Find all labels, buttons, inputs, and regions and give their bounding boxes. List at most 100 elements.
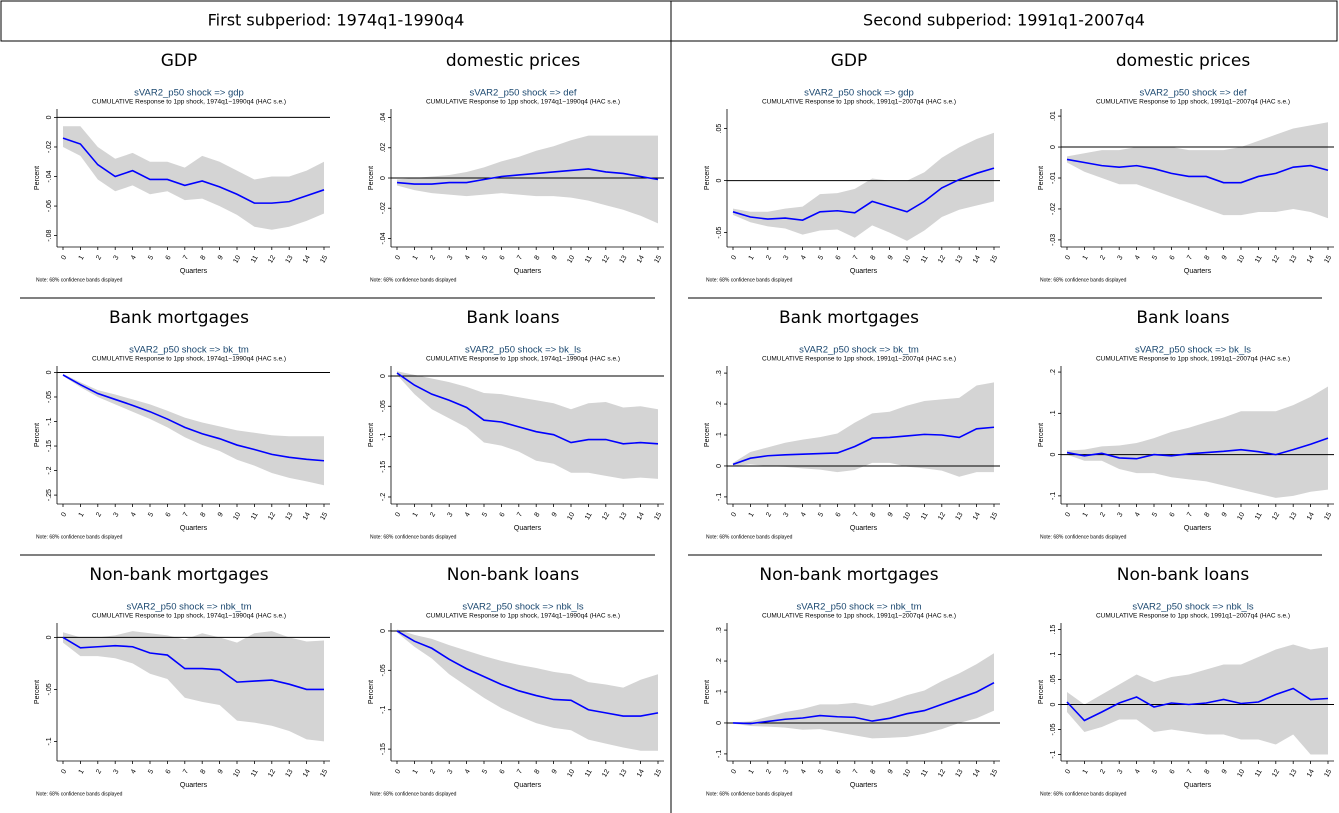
panel-heading: Bank mortgages [779,308,919,328]
y-axis-label: Percent [704,680,711,704]
x-tick-label: 1 [748,768,756,775]
y-tick-label: .05 [1050,675,1057,685]
y-tick-label: .2 [716,401,723,407]
y-tick-label: -.04 [46,170,53,182]
x-tick-label: 11 [920,254,930,264]
x-tick-label: 1 [78,511,86,518]
x-tick-label: 7 [1186,254,1194,261]
y-tick-label: -.01 [1050,172,1057,184]
x-tick-label: 8 [1204,511,1212,518]
x-tick-label: 0 [730,511,738,518]
x-tick-label: 0 [60,254,68,261]
x-tick-label: 11 [584,768,594,778]
x-tick-label: 11 [250,511,260,521]
x-tick-label: 14 [972,768,982,778]
x-tick-label: 9 [1221,254,1229,261]
x-tick-label: 5 [147,768,155,775]
x-axis-label: Quarters [514,525,542,532]
y-axis-label: Percent [368,680,375,704]
note: Note: 68% confidence bands displayed [36,534,123,540]
x-tick-label: 3 [447,768,455,775]
panel-heading: domestic prices [446,51,581,71]
x-tick-label: 4 [1134,768,1142,775]
x-tick-label: 2 [95,768,103,775]
x-tick-label: 8 [200,254,208,261]
panel-heading: GDP [831,51,868,71]
x-tick-label: 14 [636,768,646,778]
x-tick-label: 7 [182,254,190,261]
x-tick-label: 6 [1169,768,1177,775]
x-tick-label: 4 [130,768,138,775]
x-tick-label: 8 [1204,768,1212,775]
x-tick-label: 15 [653,254,663,264]
x-tick-label: 2 [765,768,773,775]
x-tick-label: 2 [95,511,103,518]
chart-subtitle: CUMULATIVE Response to 1pp shock, 1991q1… [762,613,956,620]
x-tick-label: 5 [1151,768,1159,775]
x-tick-label: 15 [1323,254,1333,264]
x-tick-label: 9 [217,768,225,775]
x-tick-label: 13 [619,511,629,521]
x-tick-label: 10 [1236,768,1246,778]
x-tick-label: 13 [955,254,965,264]
x-tick-label: 4 [1134,254,1142,261]
y-tick-label: .02 [380,143,387,153]
y-tick-label: -.05 [46,391,53,403]
x-tick-label: 10 [1236,254,1246,264]
x-tick-label: 15 [319,254,329,264]
x-tick-label: 10 [902,768,912,778]
y-tick-label: .01 [1050,111,1057,121]
x-tick-label: 6 [165,768,173,775]
x-tick-label: 10 [566,511,576,521]
x-tick-label: 11 [1254,511,1264,521]
y-tick-label: -.2 [46,466,53,474]
panel-heading: Non-bank loans [447,565,580,585]
chart-subtitle: CUMULATIVE Response to 1pp shock, 1974q1… [426,356,620,363]
x-tick-label: 9 [217,511,225,518]
x-tick-label: 7 [852,511,860,518]
x-axis-label: Quarters [1184,268,1212,275]
x-axis-label: Quarters [180,782,208,789]
x-tick-label: 2 [765,254,773,261]
y-tick-label: .1 [716,689,723,695]
x-tick-label: 12 [267,254,277,264]
y-tick-label: -.1 [716,750,723,758]
y-axis-label: Percent [1038,680,1045,704]
confidence-band [733,382,994,477]
x-tick-label: 8 [870,768,878,775]
x-tick-label: 2 [429,511,437,518]
x-axis-label: Quarters [514,268,542,275]
x-tick-label: 14 [1306,254,1316,264]
y-tick-label: 0 [380,629,387,633]
confidence-band [1067,122,1328,219]
note: Note: 68% confidence bands displayed [1040,277,1127,283]
x-tick-label: 15 [989,254,999,264]
x-tick-label: 13 [285,511,295,521]
chart-title: sVAR2_p50 shock => gdp [804,88,914,99]
x-tick-label: 15 [1323,768,1333,778]
x-tick-label: 13 [619,768,629,778]
x-tick-label: 1 [412,254,420,261]
note: Note: 68% confidence bands displayed [36,277,123,283]
panel-heading: Non-bank mortgages [89,565,268,585]
y-tick-label: 0 [716,179,723,183]
x-tick-label: 6 [835,768,843,775]
x-tick-label: 4 [800,254,808,261]
y-tick-label: 0 [716,464,723,468]
x-tick-label: 0 [1064,254,1072,261]
x-tick-label: 5 [1151,511,1159,518]
x-tick-label: 0 [60,768,68,775]
response-line [62,137,325,204]
chart-title: sVAR2_p50 shock => def [469,88,576,99]
y-tick-label: -.04 [380,232,387,244]
x-tick-label: 11 [584,254,594,264]
panel-heading: Bank loans [466,308,559,328]
x-tick-label: 0 [394,254,402,261]
x-tick-label: 8 [200,511,208,518]
y-tick-label: 0 [46,635,53,639]
y-tick-label: 0 [1050,453,1057,457]
x-tick-label: 5 [817,511,825,518]
x-tick-label: 4 [130,511,138,518]
x-tick-label: 1 [1082,254,1090,261]
